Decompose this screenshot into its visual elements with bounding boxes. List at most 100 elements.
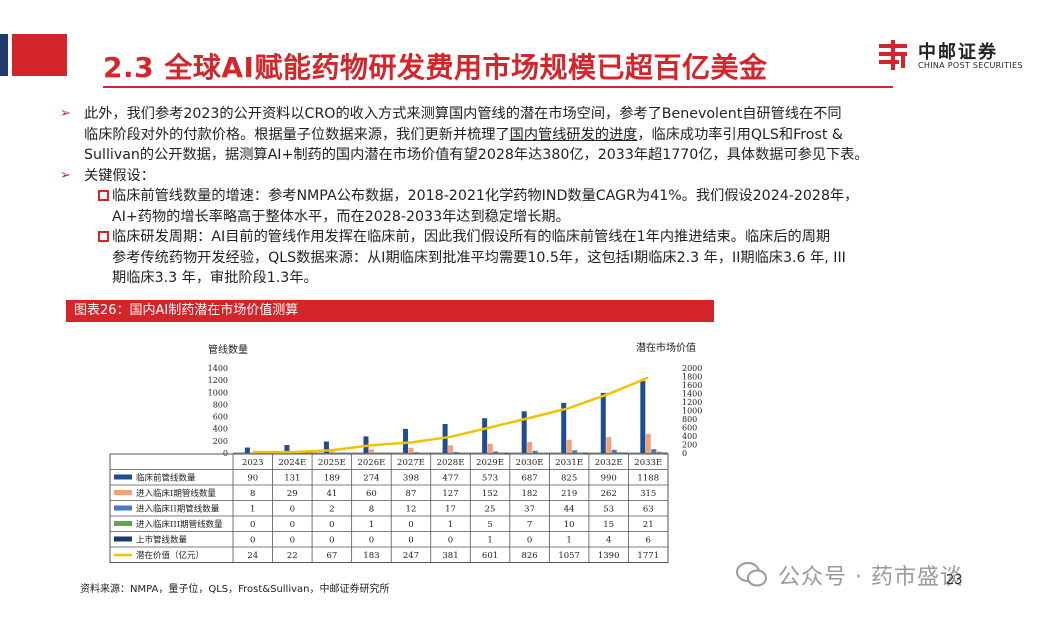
bar-1-mark [561, 402, 567, 453]
bullet-text-line: 关键假设： [84, 167, 155, 184]
page-number: 23 [946, 573, 963, 588]
data-source: 资料来源：NMPA，量子位，QLS，Frost&Sullivan，中邮证券研究所 [80, 584, 390, 595]
bar-1-mark [600, 392, 606, 453]
left-tick-label: 1000 [208, 388, 228, 397]
bullet-text-span: 临床阶段对外的付款价格。根据量子位数据来源，我们更新并梳理了 [84, 126, 510, 143]
data-label: 7 [527, 520, 532, 530]
bar-1-mark [403, 428, 409, 453]
data-label: 0 [290, 520, 295, 530]
sub-bullet-text-line: 参考传统药物开发经验，QLS数据来源：从I期临床到批准平均需要10.5年，这包括… [112, 249, 846, 266]
left-tick-label: 400 [213, 425, 228, 434]
right-tick-label: 400 [682, 432, 697, 441]
data-label: 1057 [558, 551, 580, 561]
data-label: 0 [408, 520, 413, 530]
series-name: 进入临床I期管线数量 [136, 488, 216, 499]
legend-swatch [114, 505, 132, 511]
data-label: 24 [247, 551, 258, 561]
sub-bullet-text-line: AI+药物的增长率略高于整体水平，而在2028-2033年达到稳定增长期。 [112, 208, 570, 225]
right-axis-title: 潜在市场价值 [636, 341, 696, 354]
legend-swatch [114, 536, 132, 542]
data-label: 189 [324, 474, 340, 484]
series-name: 进入临床II期管线数量 [136, 504, 220, 515]
bullet-item: ➢ 此外，我们参考2023的公开资料以CRO的收入方式来测算国内管线的潜在市场空… [60, 104, 1035, 166]
data-label: 1188 [637, 474, 659, 484]
data-label: 44 [564, 505, 575, 515]
bar-4-mark [538, 452, 544, 454]
data-label: 10 [564, 520, 575, 530]
data-label: 183 [363, 551, 379, 561]
right-tick-label: 1200 [682, 398, 702, 407]
legend-swatch [114, 474, 132, 480]
legend-swatch [114, 521, 132, 526]
right-tick-label: 1800 [682, 373, 702, 382]
data-label: 90 [247, 474, 258, 484]
pipeline-progress-link[interactable]: 国内管线研发的进度 [509, 126, 638, 143]
left-tick-label: 600 [213, 413, 228, 422]
data-label: 8 [250, 489, 255, 499]
logo-chinese-name: 中邮证券 [918, 42, 998, 63]
bar-1-mark [640, 380, 646, 453]
category-label: 2023 [242, 458, 264, 468]
data-label: 477 [442, 474, 458, 484]
page-title: 2.3 全球AI赋能药物研发费用市场规模已超百亿美金 [103, 51, 768, 84]
category-label: 2026E [357, 458, 385, 468]
data-label: 1390 [598, 551, 620, 561]
arrow-bullet-icon: ➢ [60, 167, 71, 183]
arrow-bullet-icon: ➢ [60, 106, 71, 121]
data-label: 573 [482, 474, 498, 484]
bar-2-mark [606, 437, 612, 453]
data-label: 152 [482, 489, 498, 499]
bullet-list: ➢ 此外，我们参考2023的公开资料以CRO的收入方式来测算国内管线的潜在市场空… [60, 104, 1035, 289]
bar-2-mark [487, 443, 493, 453]
bar-1-mark [521, 411, 527, 453]
data-label: 274 [363, 474, 379, 484]
data-label: 247 [403, 551, 419, 561]
category-label: 2029E [476, 458, 504, 468]
sub-bullet-text-line: 临床研发周期：AI目前的管线作用发挥在临床前，因此我们假设所有的临床前管线在1年… [112, 229, 831, 245]
data-label: 41 [326, 489, 337, 499]
series-name: 潜在价值（亿元） [136, 550, 204, 561]
bar-4-mark [617, 452, 623, 453]
right-tick-label: 600 [682, 424, 697, 433]
bar-4-mark [577, 452, 583, 453]
data-label: 826 [521, 551, 537, 561]
right-tick-label: 1600 [682, 381, 702, 390]
left-tick-label: 1200 [208, 376, 228, 385]
series-name: 进入临床III期管线数量 [136, 519, 223, 530]
data-label: 0 [250, 536, 255, 546]
data-label: 0 [329, 536, 334, 546]
bar-5-mark [504, 452, 510, 454]
data-label: 1771 [637, 551, 659, 561]
bar-1-mark [482, 418, 488, 453]
bar-2-mark [527, 441, 533, 453]
data-label: 60 [366, 489, 377, 499]
data-label: 17 [445, 505, 456, 515]
bar-3-mark [414, 452, 420, 453]
category-label: 2025E [318, 458, 346, 468]
right-tick-label: 2000 [682, 364, 702, 373]
legend-swatch [114, 490, 132, 495]
logo-english-name: CHINA POST SECURITIES [918, 61, 1023, 70]
figure-caption-bar: 图表26：国内AI制药潜在市场价值测算 [66, 300, 714, 322]
data-label: 8 [369, 505, 374, 515]
data-label: 0 [408, 536, 413, 546]
left-tick-label: 800 [213, 400, 228, 409]
bar-2-mark [448, 445, 454, 453]
data-label: 22 [287, 551, 298, 561]
data-label: 990 [601, 474, 617, 484]
data-label: 37 [524, 505, 535, 515]
bar-3-mark [493, 451, 499, 453]
bar-3-mark [334, 452, 340, 454]
sub-bullet-item: 临床研发周期：AI目前的管线作用发挥在临床前，因此我们假设所有的临床前管线在1年… [60, 227, 1035, 289]
data-label: 398 [403, 474, 419, 484]
left-axis-title: 管线数量 [208, 343, 248, 356]
category-label: 2033E [634, 458, 662, 468]
bar-2-mark [408, 447, 414, 453]
bar-4-mark [498, 452, 504, 454]
data-label: 29 [287, 489, 298, 499]
data-label: 1 [487, 536, 492, 546]
bar-5-mark [622, 452, 628, 454]
bar-3-mark [651, 449, 657, 453]
right-tick-label: 0 [682, 449, 687, 458]
